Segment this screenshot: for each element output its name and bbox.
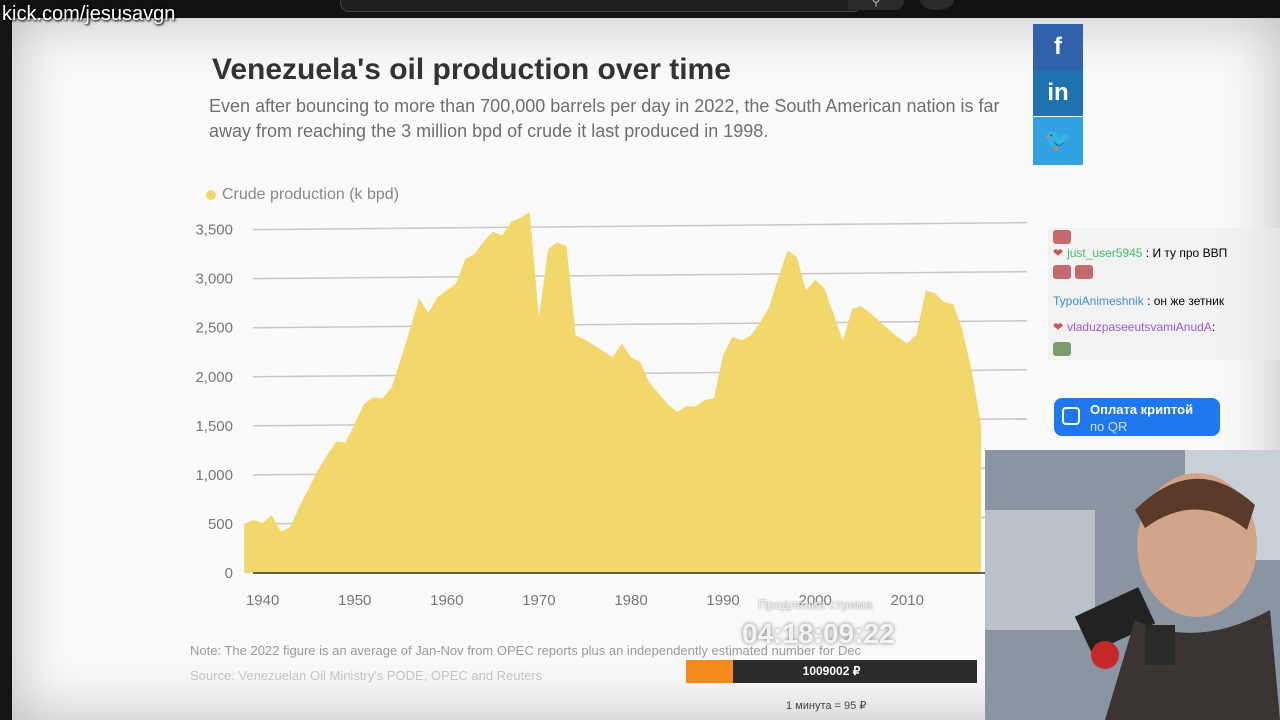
chart-legend: Crude production (k bpd) <box>206 186 399 204</box>
y-tick-label: 3,000 <box>195 271 233 288</box>
crypto-payment-widget[interactable]: Оплата криптой по QR <box>1054 398 1220 436</box>
x-tick-label: 1940 <box>246 592 279 609</box>
qr-code-icon <box>1062 407 1080 425</box>
x-tick-label: 1980 <box>614 592 647 609</box>
x-tick-label: 1960 <box>430 592 463 609</box>
emote-icon <box>1053 265 1071 279</box>
chat-username[interactable]: just_user5945 <box>1067 246 1143 260</box>
y-tick-label: 2,500 <box>195 320 233 337</box>
y-tick-label: 1,500 <box>195 418 233 435</box>
chart-title: Venezuela's oil production over time <box>212 53 731 86</box>
webcam-feed <box>985 450 1280 720</box>
chat-emote-row <box>1053 265 1097 282</box>
timer-label: Продление стрима <box>758 597 873 612</box>
webcam-scene <box>985 450 1280 720</box>
heart-icon: ❤ <box>1053 246 1064 260</box>
x-tick-label: 1990 <box>706 592 739 609</box>
article-page: Venezuela's oil production over time Eve… <box>12 18 1280 720</box>
search-icon: ⚲ <box>871 0 881 8</box>
browser-top-bar: ⚲ <box>0 0 1280 18</box>
y-tick-label: 0 <box>225 565 233 582</box>
chat-username[interactable]: vladuzpaseeutsvamiAnudA <box>1067 320 1212 334</box>
linkedin-icon: in <box>1047 79 1069 106</box>
crypto-widget-subtitle: по QR <box>1090 419 1128 434</box>
legend-label: Crude production (k bpd) <box>222 186 399 203</box>
chat-text: : <box>1211 320 1216 334</box>
channel-url-overlay: kick.com/jesusavgn <box>2 3 176 25</box>
donation-amount: 1009002 ₽ <box>802 664 861 678</box>
facebook-icon: f <box>1054 33 1062 60</box>
crypto-widget-title: Оплата криптой <box>1090 402 1194 417</box>
twitter-icon: 🐦 <box>1044 127 1072 152</box>
x-tick-label: 1950 <box>338 592 371 609</box>
stream-timer: 04:18:09:22 <box>742 618 895 649</box>
emote-icon <box>1075 265 1093 279</box>
search-button[interactable]: ⚲ <box>848 0 904 10</box>
share-twitter-button[interactable]: 🐦 <box>1033 117 1083 165</box>
chat-message: ❤ just_user5945 : И ту про ВВП <box>1053 246 1227 260</box>
chart-source: Source: Venezuelan Oil Ministry's PODE, … <box>190 668 543 683</box>
gridline <box>252 221 1028 231</box>
y-tick-label: 500 <box>208 516 233 533</box>
share-linkedin-button[interactable]: in <box>1033 70 1083 116</box>
y-tick-label: 2,000 <box>195 369 233 386</box>
y-tick-label: 1,000 <box>195 467 233 484</box>
chart-subtitle: Even after bouncing to more than 700,000… <box>209 96 1000 141</box>
production-chart: 0 500 1,000 1,500 2,000 2,500 3,000 3,500 1940 19… <box>195 212 1028 609</box>
chat-emote-row <box>1053 342 1075 359</box>
microphone-button[interactable] <box>920 0 954 10</box>
y-tick-label: 3,500 <box>195 222 233 239</box>
series-area <box>244 212 981 573</box>
share-facebook-button[interactable]: f <box>1033 24 1083 70</box>
chat-message: ❤ vladuzpaseeutsvamiAnudA: <box>1053 320 1215 334</box>
donation-rate: 1 минута = 95 ₽ <box>786 700 867 712</box>
x-tick-label: 1970 <box>522 592 555 609</box>
heart-icon: ❤ <box>1053 320 1064 334</box>
gridline <box>252 319 1028 329</box>
donation-progress-fill <box>686 660 733 683</box>
chat-text: : И ту про ВВП <box>1145 246 1228 260</box>
chat-emote-row <box>1053 230 1075 247</box>
search-input[interactable] <box>340 0 862 12</box>
legend-swatch <box>206 189 216 200</box>
emote-icon <box>1053 342 1071 356</box>
gridline <box>252 270 1028 280</box>
chart-note: Note: The 2022 figure is an average of J… <box>190 643 862 658</box>
chat-username[interactable]: TypoiAnimeshnik <box>1053 294 1144 308</box>
emote-icon <box>1053 230 1071 244</box>
chat-message: TypoiAnimeshnik : он же зетник <box>1053 294 1224 308</box>
stream-chat-overlay: ❤ just_user5945 : И ту про ВВП TypoiAnime… <box>1048 228 1280 360</box>
x-tick-label: 2000 <box>798 592 831 609</box>
x-tick-label: 2010 <box>891 592 924 609</box>
donation-progress-bar: 1009002 ₽ <box>686 660 977 683</box>
chat-text: : он же зетник <box>1147 294 1225 308</box>
